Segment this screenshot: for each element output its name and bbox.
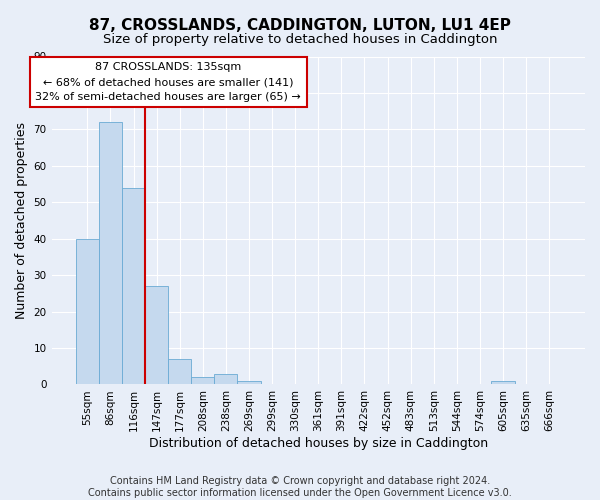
Y-axis label: Number of detached properties: Number of detached properties — [15, 122, 28, 319]
Bar — [191, 377, 214, 384]
Bar — [145, 286, 168, 384]
Bar — [491, 381, 515, 384]
Bar — [214, 374, 238, 384]
Bar — [76, 238, 99, 384]
Text: 87, CROSSLANDS, CADDINGTON, LUTON, LU1 4EP: 87, CROSSLANDS, CADDINGTON, LUTON, LU1 4… — [89, 18, 511, 32]
Bar — [168, 359, 191, 384]
Text: Contains HM Land Registry data © Crown copyright and database right 2024.
Contai: Contains HM Land Registry data © Crown c… — [88, 476, 512, 498]
X-axis label: Distribution of detached houses by size in Caddington: Distribution of detached houses by size … — [149, 437, 488, 450]
Text: Size of property relative to detached houses in Caddington: Size of property relative to detached ho… — [103, 32, 497, 46]
Text: 87 CROSSLANDS: 135sqm
← 68% of detached houses are smaller (141)
32% of semi-det: 87 CROSSLANDS: 135sqm ← 68% of detached … — [35, 62, 301, 102]
Bar — [99, 122, 122, 384]
Bar — [238, 381, 260, 384]
Bar — [122, 188, 145, 384]
